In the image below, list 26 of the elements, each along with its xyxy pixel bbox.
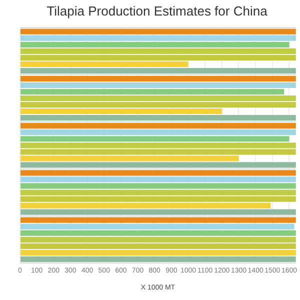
- bar: [20, 28, 296, 34]
- bar: [20, 123, 296, 129]
- bar: [20, 217, 296, 223]
- bar: [20, 183, 296, 189]
- bar: [20, 230, 296, 236]
- bar: [20, 156, 239, 162]
- chart-title: Tilapia Production Estimates for China: [46, 3, 268, 18]
- bar: [20, 42, 290, 48]
- bar: [20, 88, 284, 95]
- bar: [20, 136, 290, 142]
- bar: [20, 170, 296, 176]
- bar: [20, 162, 296, 168]
- bar: [20, 61, 188, 68]
- bar: [20, 202, 271, 208]
- bar: [20, 176, 296, 182]
- bar: [20, 35, 296, 41]
- bar: [20, 256, 296, 262]
- bar: [20, 250, 296, 256]
- bar: [20, 82, 296, 88]
- bar: [20, 76, 296, 82]
- bar: [20, 115, 296, 121]
- bar: [20, 224, 294, 230]
- bar: [20, 68, 296, 74]
- bar: [20, 108, 222, 114]
- bar: [20, 130, 296, 136]
- bar: [20, 209, 296, 215]
